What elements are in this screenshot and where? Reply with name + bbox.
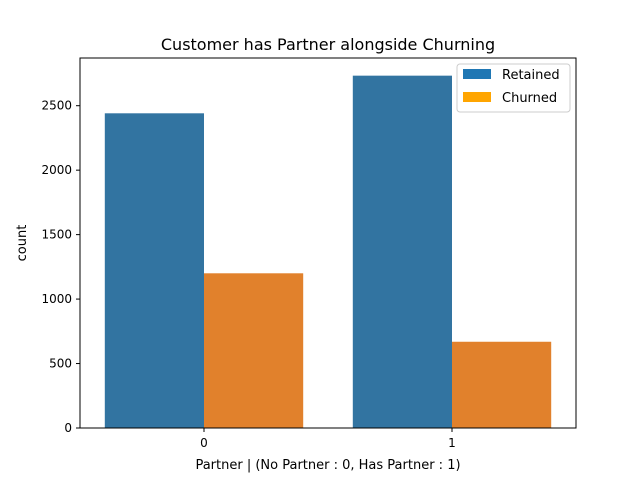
x-tick-label: 0 <box>200 436 208 450</box>
legend-swatch-retained <box>463 69 491 79</box>
bars-group <box>104 75 552 429</box>
bar-churned-1 <box>452 341 552 428</box>
y-tick-label: 1000 <box>41 292 72 306</box>
bar-retained-0 <box>104 113 204 429</box>
y-tick-label: 500 <box>49 357 72 371</box>
plot-frame <box>79 57 577 429</box>
y-tick-label: 2000 <box>41 163 72 177</box>
x-tick-label: 1 <box>448 436 456 450</box>
y-tick-label: 2500 <box>41 99 72 113</box>
y-ticks-group: 0 500 1000 1500 2000 2500 <box>41 99 80 435</box>
bar-churned-0 <box>204 273 304 428</box>
y-axis-label: count <box>15 225 30 262</box>
legend: Retained Churned <box>456 63 571 113</box>
legend-label-churned: Churned <box>502 91 557 106</box>
chart-title: Customer has Partner alongside Churning <box>161 35 495 54</box>
y-tick-label: 1500 <box>41 228 72 242</box>
legend-swatch-churned <box>463 92 491 102</box>
legend-label-retained: Retained <box>502 68 560 83</box>
bar-retained-1 <box>352 75 452 428</box>
y-tick-label: 0 <box>64 421 72 435</box>
x-axis-label: Partner | (No Partner : 0, Has Partner :… <box>195 458 460 473</box>
